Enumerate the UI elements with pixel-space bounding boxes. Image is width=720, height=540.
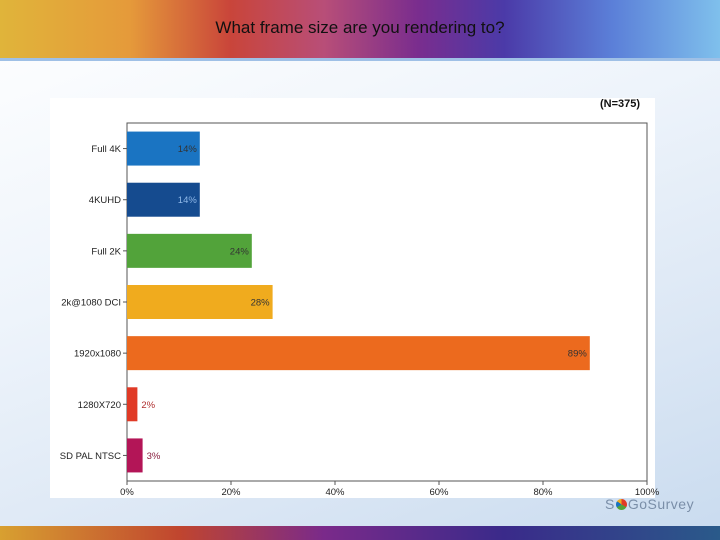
data-label: 14% — [178, 195, 198, 206]
y-tick-label: 1280X720 — [78, 400, 121, 411]
x-tick-label: 60% — [429, 487, 449, 498]
logo-pie-icon — [615, 499, 627, 510]
data-label: 3% — [147, 451, 161, 462]
data-label: 14% — [178, 144, 198, 155]
x-tick-label: 40% — [325, 487, 345, 498]
sogosurvey-logo: S GoSurvey — [605, 496, 694, 512]
logo-text-right: GoSurvey — [627, 496, 695, 512]
y-tick-label: 4KUHD — [89, 195, 121, 206]
y-tick-label: Full 4K — [91, 144, 121, 155]
data-label: 28% — [251, 298, 271, 309]
x-tick-label: 0% — [120, 487, 134, 498]
data-label: 2% — [141, 400, 155, 411]
bar-0 — [127, 131, 200, 166]
y-tick-label: 1920x1080 — [74, 349, 121, 360]
y-tick-label: SD PAL NTSC — [60, 451, 121, 462]
bar-4 — [127, 336, 590, 371]
bar-2 — [127, 233, 252, 268]
y-tick-label: Full 2K — [91, 246, 121, 257]
data-label: 89% — [568, 349, 588, 360]
x-tick-label: 100% — [635, 487, 660, 498]
bar-3 — [127, 285, 273, 319]
x-tick-label: 80% — [533, 487, 553, 498]
footer-band — [0, 526, 720, 540]
bar-6 — [127, 438, 143, 473]
data-label: 24% — [230, 246, 250, 257]
bar-5 — [127, 387, 138, 422]
sample-size-annotation: (N=375) — [600, 98, 641, 110]
x-tick-label: 20% — [221, 487, 241, 498]
slide-title: What frame size are you rendering to? — [215, 18, 505, 37]
y-tick-label: 2k@1080 DCI — [61, 298, 121, 309]
logo-text-left: S — [605, 496, 615, 512]
header-banner — [0, 0, 720, 61]
bar-1 — [127, 182, 200, 217]
